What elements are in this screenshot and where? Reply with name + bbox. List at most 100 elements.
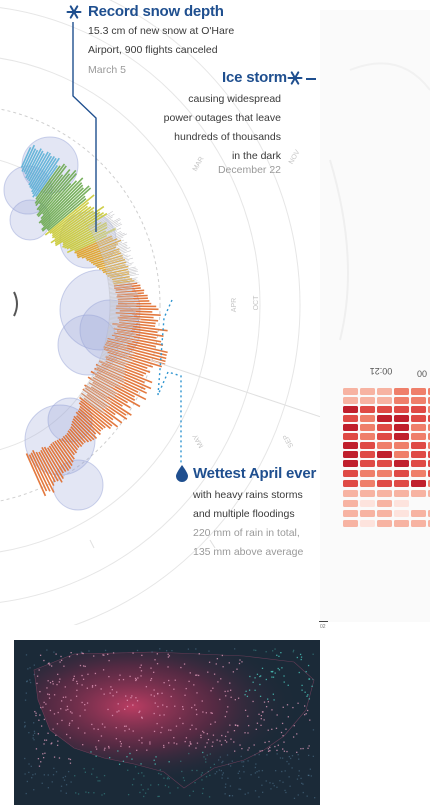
map-dot — [43, 659, 45, 662]
temperature-bar — [117, 297, 148, 301]
map-dot — [247, 715, 249, 717]
map-dot — [43, 718, 46, 721]
footer-mark: 02 — [320, 624, 326, 630]
map-dot — [303, 705, 306, 707]
map-dot — [60, 785, 63, 787]
map-dot — [170, 729, 172, 731]
map-dot — [213, 763, 216, 766]
heatmap-cell — [343, 480, 358, 487]
heatmap-cell — [360, 388, 375, 395]
map-dot — [82, 743, 84, 746]
map-dot — [298, 770, 300, 772]
map-dot — [116, 691, 118, 693]
map-dot — [292, 651, 294, 653]
map-dot — [128, 728, 130, 730]
temperature-bar — [62, 221, 107, 248]
map-dot — [102, 669, 105, 671]
map-dot — [256, 771, 258, 773]
temperature-bar — [49, 201, 90, 234]
range-bar — [109, 288, 133, 292]
map-dot — [209, 753, 211, 755]
temperature-bar — [36, 169, 77, 216]
map-dot — [222, 666, 224, 668]
range-bar — [103, 349, 133, 360]
map-dot — [40, 706, 42, 709]
range-bar — [109, 312, 133, 315]
map-dot — [38, 765, 41, 767]
map-dot — [208, 796, 211, 798]
map-panel — [14, 640, 320, 805]
map-dot — [282, 781, 284, 783]
map-dot — [285, 791, 287, 794]
heatmap-cell — [343, 460, 358, 467]
map-dot — [237, 724, 239, 727]
temperature-bar — [64, 434, 79, 451]
range-bar — [93, 222, 122, 238]
heatmap-cell — [377, 424, 392, 431]
map-dot — [297, 702, 299, 704]
range-bar — [88, 214, 111, 228]
map-dot — [167, 786, 170, 788]
map-dot — [308, 774, 310, 777]
temperature-bar — [50, 443, 70, 472]
map-dot — [167, 653, 169, 655]
temperature-bar — [92, 254, 123, 266]
map-dot — [192, 790, 194, 792]
map-dot — [177, 787, 179, 789]
map-dot — [40, 725, 43, 727]
map-dot — [241, 761, 243, 763]
map-dot — [168, 684, 171, 687]
map-dot — [309, 719, 311, 721]
map-dot — [247, 792, 249, 794]
map-dot — [47, 732, 49, 734]
range-bar — [108, 277, 138, 283]
map-dot — [150, 694, 152, 696]
range-bar — [108, 284, 132, 288]
map-dot — [274, 672, 276, 674]
map-dot — [76, 680, 78, 683]
map-dot — [216, 771, 218, 773]
map-dot — [260, 714, 263, 717]
map-dot — [141, 772, 143, 774]
map-dot — [312, 653, 314, 655]
map-dot — [115, 738, 118, 740]
map-dot — [301, 689, 303, 691]
map-dot — [204, 758, 207, 760]
map-dot — [238, 788, 240, 790]
map-dot — [191, 769, 193, 772]
temperature-bar — [105, 358, 147, 375]
map-dot — [258, 796, 260, 798]
map-dot — [43, 774, 46, 776]
map-dot — [289, 757, 292, 760]
map-dot — [42, 756, 45, 759]
temperature-bar — [43, 446, 64, 480]
heatmap-cell — [377, 442, 392, 449]
map-dot — [278, 669, 281, 671]
map-dot — [82, 678, 85, 680]
map-dot — [227, 763, 230, 766]
map-dot — [307, 694, 309, 696]
map-dot — [267, 750, 270, 752]
annotation-connectors — [72, 22, 182, 465]
map-dot — [256, 722, 259, 724]
map-dot — [272, 693, 274, 695]
temperature-bar — [74, 234, 108, 252]
map-dot — [39, 714, 41, 716]
heatmap-cell — [394, 397, 409, 404]
range-bar — [88, 381, 117, 399]
temperature-bar — [35, 164, 59, 197]
map-dot — [60, 655, 62, 658]
temperature-bar — [61, 437, 76, 456]
us-map-visualization — [24, 648, 316, 800]
map-dot — [214, 721, 216, 723]
map-dot — [261, 750, 263, 752]
map-dot — [48, 662, 50, 664]
map-dot — [100, 688, 102, 690]
range-bar — [107, 270, 138, 278]
map-dot — [70, 652, 72, 654]
map-dot — [193, 684, 195, 686]
map-dot — [91, 685, 94, 687]
range-bar — [101, 246, 128, 257]
temperature-bar — [54, 211, 101, 243]
